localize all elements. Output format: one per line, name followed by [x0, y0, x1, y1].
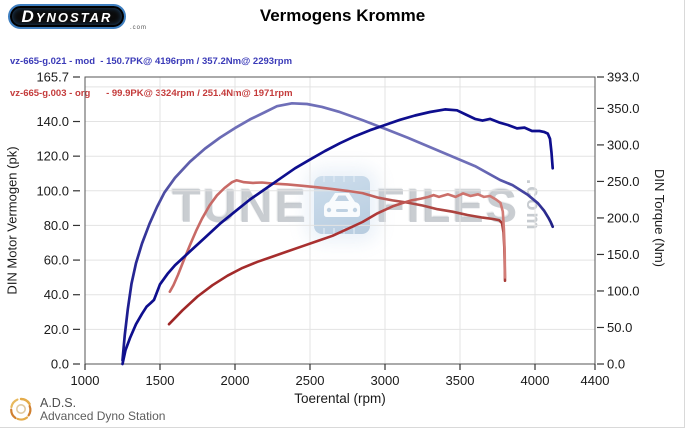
y-left-tick-label: 0.0: [51, 357, 69, 372]
x-tick-label: 4000: [521, 373, 550, 388]
curve-power_mod: [121, 108, 555, 366]
ads-text: A.D.S. Advanced Dyno Station: [40, 395, 166, 423]
y-left-tick-label: 20.0: [44, 322, 69, 337]
y-right-tick-label: 350.0: [607, 101, 640, 116]
dynostar-logo-suffix: .com: [130, 25, 148, 31]
legend: vz-665-g.021 - mod - 150.7PK@ 4196rpm / …: [10, 36, 293, 120]
x-tick-label: 1000: [71, 373, 100, 388]
y-left-tick-label: 80.0: [44, 218, 69, 233]
plot-border: [84, 76, 596, 365]
y-left-tick-label: 120.0: [36, 149, 69, 164]
x-tick-label: 3000: [371, 373, 400, 388]
y-right-tick-label: 50.0: [607, 320, 632, 335]
dynostar-logo: DYNOSTAR: [8, 4, 126, 29]
y-right-tick-label: 300.0: [607, 137, 640, 152]
x-tick-label: 1500: [146, 373, 175, 388]
ads-footer: A.D.S. Advanced Dyno Station: [8, 396, 165, 422]
y-left-tick-label: 40.0: [44, 287, 69, 302]
legend-line-mod: vz-665-g.021 - mod - 150.7PK@ 4196rpm / …: [10, 56, 293, 67]
x-axis-title: Toerental (rpm): [294, 391, 386, 406]
dynostar-logo-text: DYNOSTAR: [21, 7, 113, 26]
legend-line-org: vz-665-g.003 - org - 99.9PK@ 3324rpm / 2…: [10, 87, 293, 99]
curves: [121, 101, 555, 366]
y-left-tick-label: 100.0: [36, 183, 69, 198]
y-right-tick-label: 250.0: [607, 174, 640, 189]
page-title: Vermogens Kromme: [259, 6, 426, 25]
gridlines: [85, 77, 595, 364]
x-tick-label: 3500: [446, 373, 475, 388]
y-right-tick-label: 100.0: [607, 283, 640, 298]
curve-torque_org: [168, 179, 507, 293]
y-right-tick-label: 150.0: [607, 247, 640, 262]
axis-ticks: 165.7 140.0 120.0 100.0 80.0 60.0 40.0 20.0 0.0 3…: [36, 70, 639, 389]
y-left-tick-label: 165.7: [36, 70, 69, 85]
y-right-tick-label: 393.0: [607, 70, 640, 85]
ads-abbr: A.D.S.: [40, 395, 77, 410]
y-left-tick-label: 140.0: [36, 114, 69, 129]
y-left-tick-label: 60.0: [44, 253, 69, 268]
curve-power_org: [167, 192, 507, 326]
x-tick-label: 4400: [581, 373, 610, 388]
x-tick-label: 2500: [296, 373, 325, 388]
x-tick-label: 2000: [221, 373, 250, 388]
y-right-axis-title: DIN Torque (Nm): [652, 168, 667, 267]
y-right-tick-label: 0.0: [607, 357, 625, 372]
ads-name: Advanced Dyno Station: [40, 408, 166, 423]
y-right-tick-label: 200.0: [607, 210, 640, 225]
curve-torque_mod: [121, 101, 555, 362]
ads-fan-icon: [10, 397, 32, 421]
